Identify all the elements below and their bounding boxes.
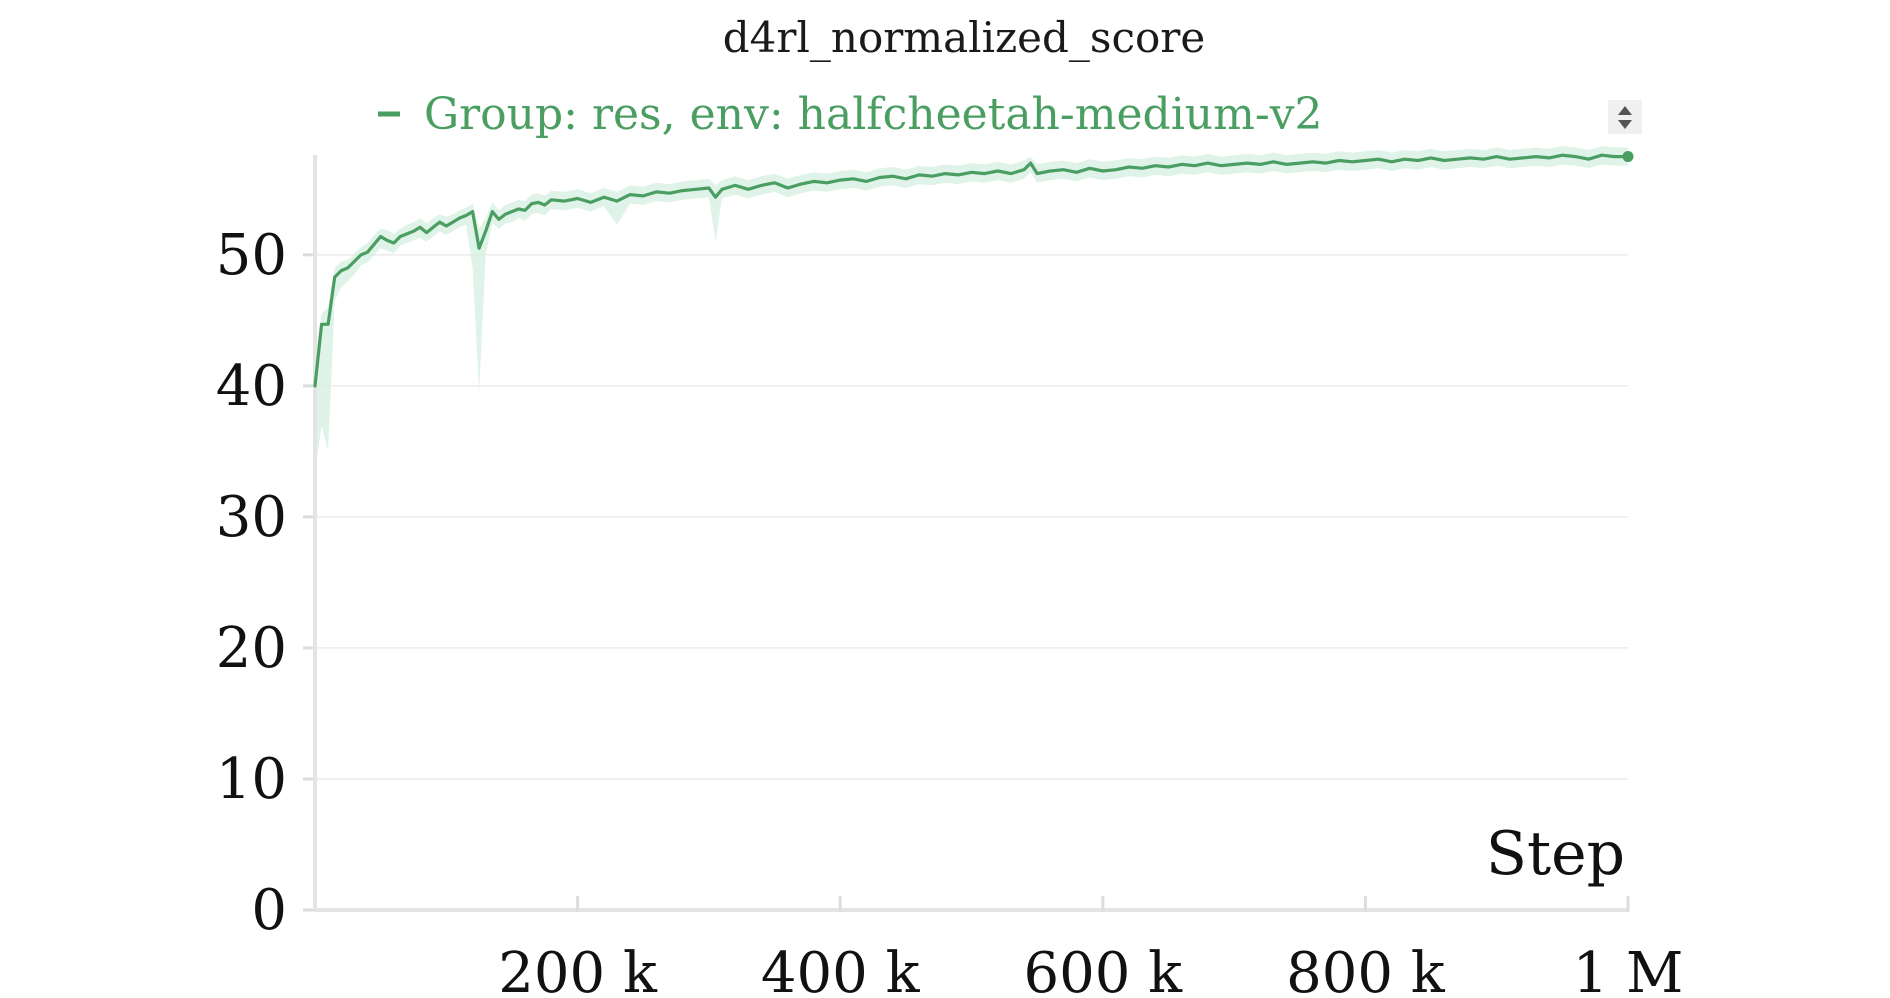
y-tick-label-3: 30 (216, 485, 287, 550)
legend-entry: Group: res, env: halfcheetah-medium-v2 (424, 89, 1323, 140)
series-0-band (315, 146, 1628, 471)
x-tick-label-1: 400 k (761, 941, 921, 998)
axes (303, 155, 1630, 912)
sort-down-icon[interactable] (1618, 120, 1632, 129)
x-axis-title: Step (1486, 819, 1625, 889)
y-tick-label-1: 10 (216, 747, 287, 812)
grid-lines (315, 254, 1628, 780)
series-line-layer (313, 151, 1634, 388)
series-band-layer (315, 146, 1628, 471)
sort-up-icon[interactable] (1618, 106, 1632, 115)
y-tick-labels: 0 10 20 30 40 50 (216, 223, 287, 943)
y-tick-label-0: 0 (251, 878, 287, 943)
x-tick-label-4: 1 M (1573, 941, 1684, 998)
y-tick-label-2: 20 (216, 616, 287, 681)
chart-title: d4rl_normalized_score (723, 13, 1205, 62)
x-tick-label-3: 800 k (1286, 941, 1446, 998)
x-tick-label-0: 200 k (498, 941, 658, 998)
x-tick-label-2: 600 k (1023, 941, 1183, 998)
series-0-line[interactable] (313, 153, 1630, 388)
y-tick-label-5: 50 (216, 223, 287, 288)
series-0-end-point[interactable] (1622, 151, 1634, 163)
legend[interactable]: Group: res, env: halfcheetah-medium-v2 (378, 89, 1323, 140)
legend-scroll-control[interactable] (1608, 100, 1642, 134)
y-tick-label-4: 40 (216, 354, 287, 419)
x-tick-labels: 200 k 400 k 600 k 800 k 1 M (498, 941, 1683, 998)
